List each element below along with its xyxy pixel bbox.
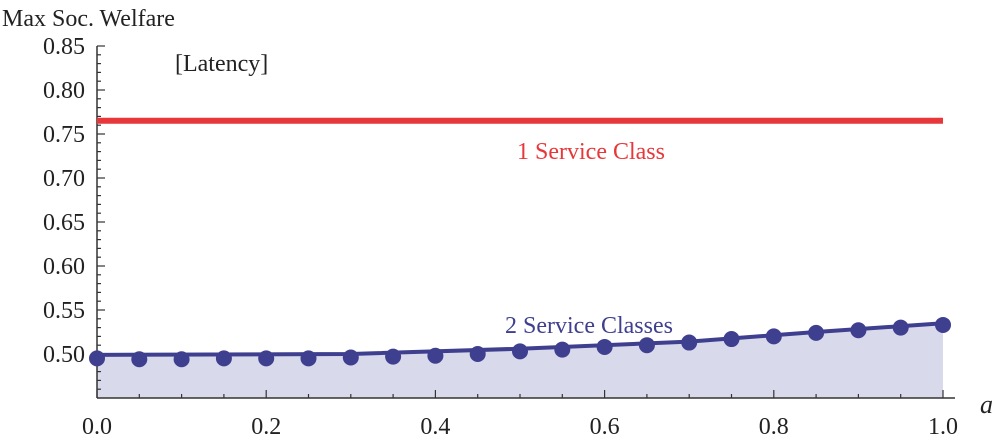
data-point-2-service-classes xyxy=(808,324,825,341)
data-point-2-service-classes xyxy=(258,350,275,367)
tick-layer: 0.50 0.55 0.60 0.65 0.70 0.75 0.80 0.85 0.0 0.2 0.… xyxy=(43,34,958,440)
data-point-2-service-classes xyxy=(850,322,867,339)
series-label-1-service-class: 1 Service Class xyxy=(517,139,665,165)
markers-layer xyxy=(89,316,951,368)
x-tick-label: 0.6 xyxy=(590,414,620,440)
data-point-2-service-classes xyxy=(469,346,486,362)
y-tick-label: 0.70 xyxy=(43,166,85,192)
y-tick-label: 0.55 xyxy=(43,298,85,324)
y-tick-label: 0.60 xyxy=(43,254,85,280)
data-point-2-service-classes xyxy=(681,334,698,351)
y-axis-title: Max Soc. Welfare xyxy=(2,6,175,32)
y-tick-label: 0.85 xyxy=(43,34,85,60)
data-point-2-service-classes xyxy=(342,349,359,366)
x-tick-label: 1.0 xyxy=(928,414,958,440)
data-point-2-service-classes xyxy=(892,319,909,336)
data-point-2-service-classes xyxy=(173,351,190,368)
data-point-2-service-classes xyxy=(935,316,951,333)
y-tick-label: 0.50 xyxy=(43,342,85,368)
data-point-2-service-classes xyxy=(215,350,232,367)
chart-annotation: [Latency] xyxy=(175,51,268,77)
data-point-2-service-classes xyxy=(385,348,402,365)
data-point-2-service-classes xyxy=(89,350,105,367)
y-tick-label: 0.80 xyxy=(43,78,85,104)
x-axis-title: a xyxy=(980,390,993,419)
data-point-2-service-classes xyxy=(131,351,148,368)
data-point-2-service-classes xyxy=(596,338,613,355)
x-tick-label: 0.2 xyxy=(251,414,281,440)
data-point-2-service-classes xyxy=(300,350,317,367)
data-point-2-service-classes xyxy=(638,337,655,354)
data-point-2-service-classes xyxy=(723,331,740,348)
y-tick-label: 0.75 xyxy=(43,122,85,148)
series-label-2-service-classes: 2 Service Classes xyxy=(505,313,673,339)
x-tick-label: 0.4 xyxy=(420,414,450,440)
data-point-2-service-classes xyxy=(765,328,782,345)
x-tick-label: 0.8 xyxy=(759,414,789,440)
x-tick-label: 0.0 xyxy=(82,414,112,440)
data-point-2-service-classes xyxy=(554,341,571,358)
data-point-2-service-classes xyxy=(427,347,444,364)
y-tick-label: 0.65 xyxy=(43,210,85,236)
data-point-2-service-classes xyxy=(512,343,528,360)
